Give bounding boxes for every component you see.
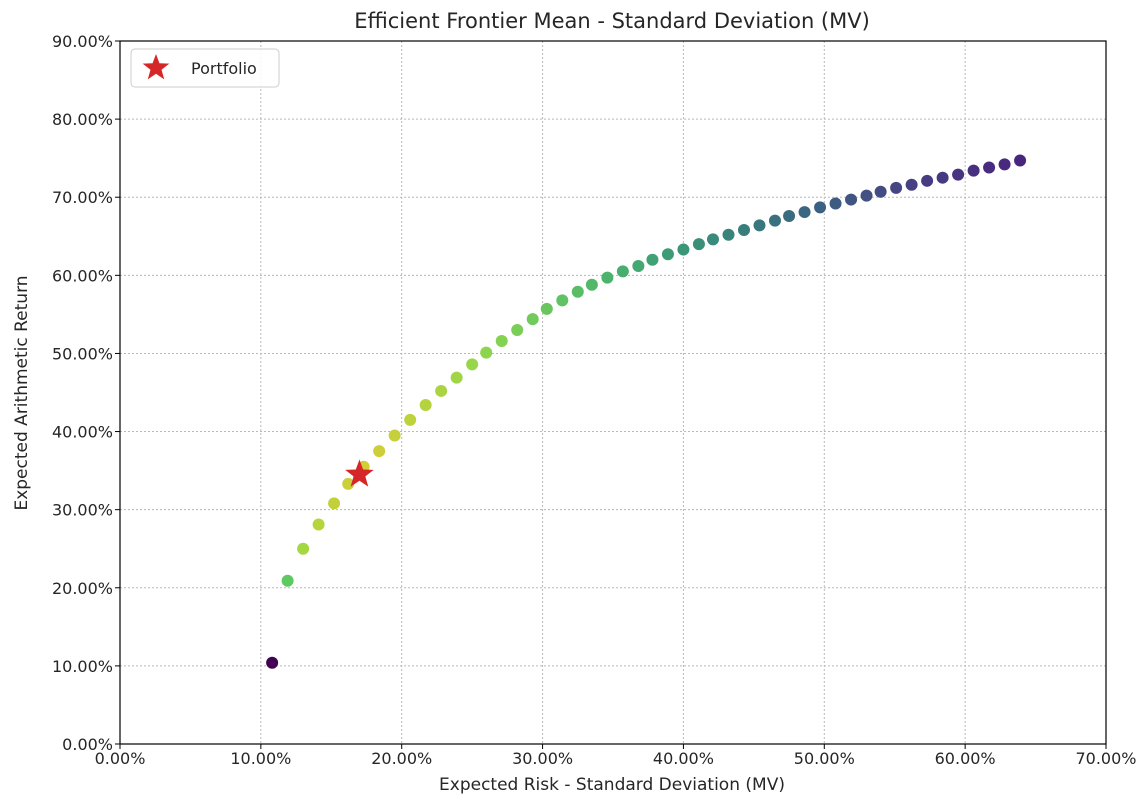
frontier-point: [952, 168, 965, 181]
frontier-point: [342, 477, 355, 490]
x-axis-label: Expected Risk - Standard Deviation (MV): [439, 775, 785, 795]
y-axis-label: Expected Arithmetic Return: [12, 275, 32, 510]
frontier-point: [845, 193, 858, 206]
y-tick-label: 50.00%: [52, 344, 113, 363]
y-tick-label: 60.00%: [52, 266, 113, 285]
frontier-point: [936, 171, 949, 184]
portfolio-marker-group: [345, 459, 374, 487]
frontier-point: [328, 497, 341, 510]
legend: Portfolio: [130, 48, 280, 88]
legend-box: [130, 48, 280, 88]
frontier-point: [814, 201, 827, 214]
y-tick-label: 0.00%: [62, 735, 113, 754]
frontier-point: [266, 656, 279, 669]
frontier-point: [297, 542, 310, 555]
x-tick-label: 70.00%: [1075, 749, 1136, 768]
frontier-point: [312, 518, 325, 531]
y-tick-label: 20.00%: [52, 579, 113, 598]
frontier-point: [540, 302, 553, 315]
frontier-point: [737, 224, 750, 237]
frontier-point: [998, 158, 1011, 171]
frontier-point: [677, 243, 690, 256]
frontier-point: [466, 358, 479, 371]
y-tick-label: 90.00%: [52, 32, 113, 51]
frontier-point: [890, 181, 903, 194]
frontier-point: [753, 219, 766, 232]
y-tick-label: 10.00%: [52, 657, 113, 676]
x-tick-label: 50.00%: [794, 749, 855, 768]
legend-star-icon: [142, 54, 170, 80]
portfolio-star-marker: [345, 459, 374, 487]
frontier-point: [783, 209, 796, 222]
frontier-point: [281, 574, 294, 587]
y-tick-label: 80.00%: [52, 110, 113, 129]
frontier-point: [571, 285, 584, 298]
frontier-point: [768, 214, 781, 227]
chart-title: Efficient Frontier Mean - Standard Devia…: [354, 9, 870, 33]
frontier-point: [983, 161, 996, 174]
x-tick-label: 60.00%: [935, 749, 996, 768]
frontier-point: [967, 164, 980, 177]
frontier-point: [601, 271, 614, 284]
frontier-point: [707, 233, 720, 246]
x-tick-label: 0.00%: [95, 749, 146, 768]
frontier-point: [646, 253, 659, 266]
legend-label-portfolio: Portfolio: [191, 59, 257, 78]
frontier-point: [692, 238, 705, 251]
x-tick-label: 30.00%: [512, 749, 573, 768]
y-tick-label: 70.00%: [52, 188, 113, 207]
frontier-point: [556, 294, 569, 307]
x-axis-ticks: 0.00% 10.00% 20.00% 30.00% 40.00% 50.00% 60.00…: [95, 744, 1137, 768]
frontier-point: [419, 398, 432, 411]
x-tick-label: 10.00%: [230, 749, 291, 768]
frontier-point: [480, 346, 493, 359]
frontier-point: [616, 265, 629, 278]
frontier-point: [1014, 154, 1027, 167]
frontier-point: [905, 178, 918, 191]
frontier-point: [450, 371, 463, 384]
frontier-point: [874, 185, 887, 198]
frontier-point: [860, 189, 873, 202]
frontier-point: [526, 313, 539, 326]
plot-frame: [119, 40, 1107, 745]
frontier-point: [661, 248, 674, 261]
frontier-point: [921, 174, 934, 187]
frontier-point: [798, 206, 811, 219]
frontier-point: [404, 413, 417, 426]
frontier-point: [511, 324, 524, 337]
frontier-point: [722, 228, 735, 241]
x-tick-label: 40.00%: [653, 749, 714, 768]
frontier-point: [373, 445, 386, 458]
y-tick-label: 30.00%: [52, 501, 113, 520]
frontier-point: [495, 334, 508, 347]
y-tick-label: 40.00%: [52, 423, 113, 442]
frontier-point: [585, 278, 598, 291]
frontier-point: [388, 429, 401, 442]
grid-lines: [119, 40, 1107, 745]
frontier-points: [266, 154, 1027, 669]
frontier-point: [829, 197, 842, 210]
x-tick-label: 20.00%: [371, 749, 432, 768]
frontier-point: [435, 384, 448, 397]
y-axis-ticks: 0.00% 10.00% 20.00% 30.00% 40.00% 50.00% 60.00…: [52, 32, 120, 754]
frontier-point: [632, 259, 645, 272]
